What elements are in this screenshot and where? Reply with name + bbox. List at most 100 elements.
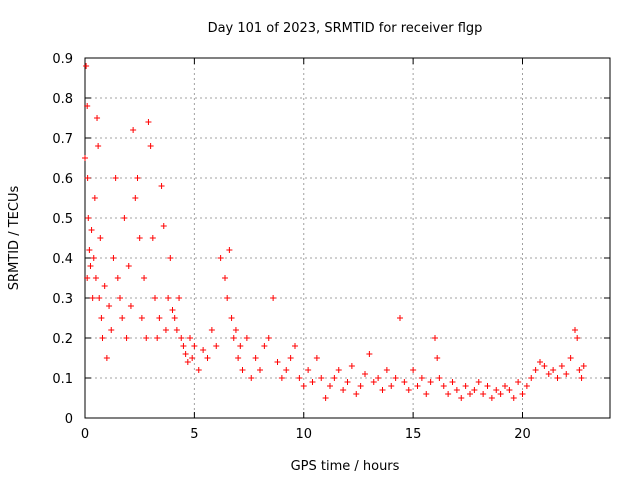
data-point — [171, 315, 178, 321]
x-tick-label: 5 — [190, 427, 198, 442]
data-point — [145, 119, 152, 125]
data-point — [112, 175, 119, 181]
grid-lines — [85, 58, 610, 418]
data-point — [123, 335, 130, 341]
data-point — [362, 371, 368, 377]
data-point — [344, 379, 351, 385]
x-axis-label: GPS time / hours — [291, 459, 400, 474]
data-point — [156, 315, 163, 321]
data-point — [213, 343, 220, 349]
data-point — [270, 295, 277, 301]
y-axis-label: SRMTID / TECUs — [7, 186, 22, 291]
data-point — [366, 351, 373, 357]
x-axis: 0 5 10 15 20 — [81, 58, 531, 442]
data-point — [405, 387, 412, 393]
data-point — [287, 355, 294, 361]
data-point — [440, 383, 447, 389]
data-point — [180, 343, 187, 349]
data-point — [567, 355, 574, 361]
data-point — [96, 295, 103, 301]
data-point — [506, 387, 513, 393]
data-point — [97, 235, 104, 241]
data-point — [138, 315, 145, 321]
data-point — [348, 363, 355, 369]
data-point — [436, 375, 443, 381]
data-point — [578, 375, 585, 381]
data-point — [467, 391, 473, 397]
data-point — [523, 383, 530, 389]
data-point — [327, 383, 333, 389]
data-point — [187, 335, 193, 341]
data-point — [136, 235, 143, 241]
data-point — [228, 315, 235, 321]
data-point — [95, 143, 102, 149]
data-point — [232, 327, 239, 333]
data-point — [410, 367, 417, 373]
data-point — [167, 255, 174, 261]
data-point — [261, 343, 268, 349]
data-point — [176, 295, 183, 301]
data-point — [152, 295, 158, 301]
data-point — [117, 295, 123, 301]
data-point — [283, 367, 290, 373]
data-point — [182, 351, 189, 357]
data-point — [83, 63, 90, 69]
data-point — [453, 387, 460, 393]
chart-title: Day 101 of 2023, SRMTID for receiver flg… — [208, 21, 483, 36]
data-point — [580, 363, 587, 369]
data-point — [134, 175, 141, 181]
data-point — [305, 367, 312, 373]
data-point — [235, 355, 242, 361]
y-tick-label: 0 — [65, 412, 73, 427]
data-point — [89, 295, 96, 301]
data-point — [125, 263, 132, 269]
data-point — [239, 367, 246, 373]
data-point — [550, 367, 557, 373]
data-point — [353, 391, 360, 397]
plot-frame — [84, 57, 611, 419]
data-point — [92, 275, 99, 281]
data-point — [87, 263, 94, 269]
data-point — [114, 275, 121, 281]
data-point — [257, 367, 263, 373]
y-tick-label: 0.1 — [52, 372, 73, 387]
data-points — [82, 63, 587, 401]
data-point — [195, 367, 202, 373]
data-point — [184, 359, 191, 365]
data-point — [331, 375, 338, 381]
data-point — [397, 315, 403, 321]
data-point — [545, 371, 552, 377]
data-point — [432, 335, 438, 341]
data-point — [82, 155, 88, 161]
data-point — [84, 103, 91, 109]
data-point — [510, 395, 517, 401]
data-point — [178, 335, 185, 341]
data-point — [158, 183, 165, 189]
data-point — [309, 379, 316, 385]
data-point — [392, 375, 399, 381]
data-point — [154, 335, 161, 341]
data-point — [162, 327, 169, 333]
data-point — [160, 223, 167, 229]
y-tick-label: 0.2 — [52, 332, 73, 347]
data-point — [370, 379, 377, 385]
data-point — [173, 327, 180, 333]
data-point — [132, 195, 139, 201]
data-point — [274, 359, 281, 365]
data-point — [497, 391, 504, 397]
data-point — [88, 227, 95, 233]
data-point — [340, 387, 347, 393]
data-point — [224, 295, 231, 301]
data-point — [576, 367, 583, 373]
y-tick-label: 0.9 — [52, 52, 73, 67]
data-point — [252, 355, 259, 361]
data-point — [121, 215, 128, 221]
data-point — [379, 387, 386, 393]
y-tick-label: 0.6 — [52, 172, 73, 187]
data-point — [528, 375, 535, 381]
data-point — [149, 235, 156, 241]
data-point — [572, 327, 578, 333]
data-point — [217, 255, 224, 261]
data-point — [99, 335, 106, 341]
x-tick-label: 15 — [405, 427, 422, 442]
